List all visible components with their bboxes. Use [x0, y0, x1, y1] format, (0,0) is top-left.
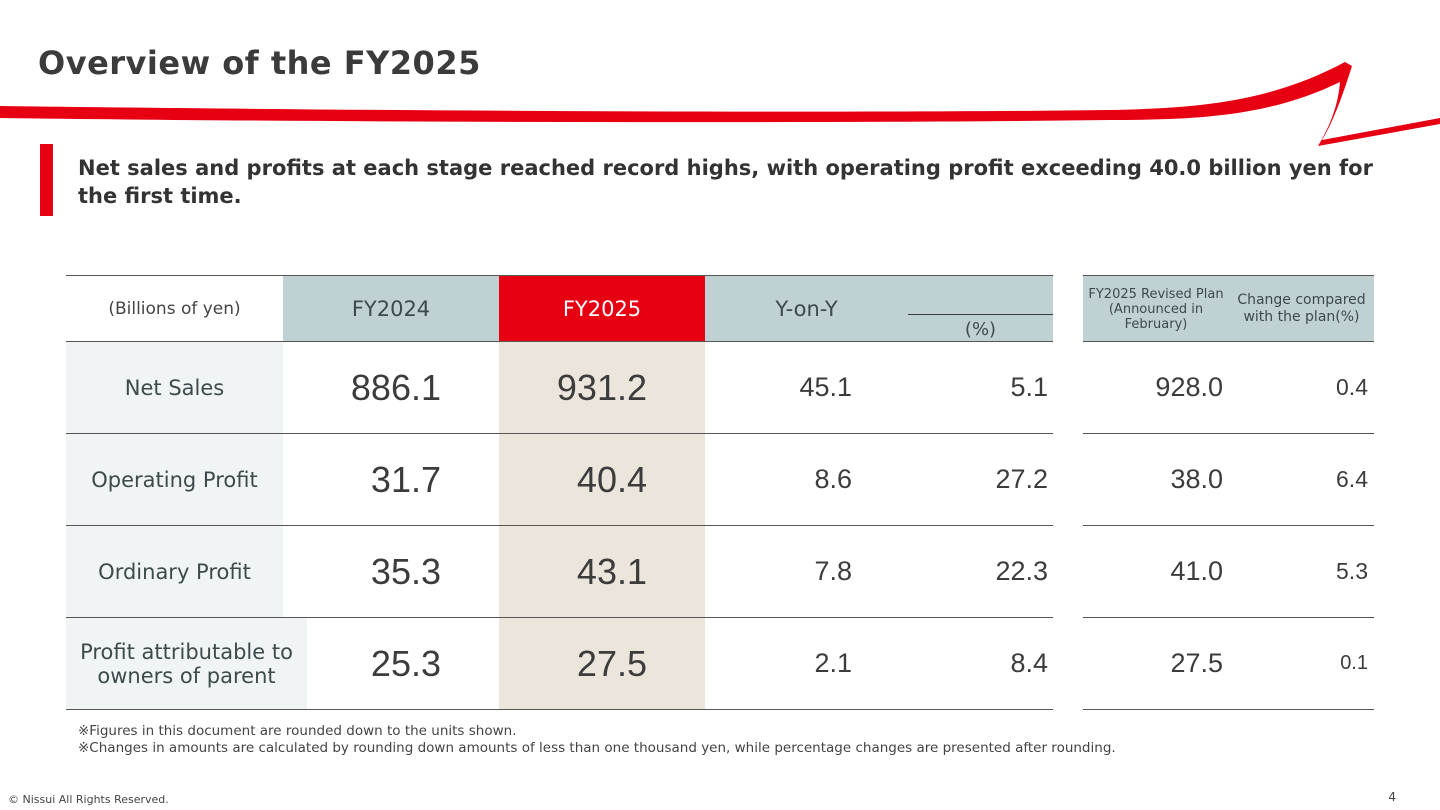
- plan-header-bottom-border: [1083, 341, 1374, 342]
- header-change-vs-plan: Change compared with the plan(%): [1229, 276, 1374, 342]
- cell-net-sales-yoy-pct: 5.1: [1010, 372, 1048, 402]
- plan-table-top-border: [1083, 275, 1374, 276]
- row-label-net-sales: Net Sales: [66, 342, 283, 433]
- cell-operating-profit-fy2024: 31.7: [370, 458, 441, 500]
- cell-profit-attributable-change: 0.1: [1340, 652, 1368, 674]
- row-divider: [66, 433, 1053, 434]
- headline-accent-bar: [40, 144, 53, 216]
- header-bottom-border: [66, 341, 1053, 342]
- cell-profit-attributable-fy2024: 25.3: [370, 642, 441, 684]
- row-label-profit-attributable: Profit attributable to owners of parent: [66, 618, 307, 709]
- cell-operating-profit-yoy: 8.6: [814, 464, 852, 494]
- cell-ordinary-profit-change: 5.3: [1336, 558, 1368, 584]
- footnote-changes: ※Changes in amounts are calculated by ro…: [78, 740, 1116, 756]
- table-top-border: [66, 275, 1053, 276]
- cell-ordinary-profit-yoy: 7.8: [814, 556, 852, 586]
- cell-ordinary-profit-fy2024: 35.3: [370, 550, 441, 592]
- cell-ordinary-profit-yoy-pct: 22.3: [995, 556, 1048, 586]
- page-number: 4: [1388, 790, 1396, 804]
- row-divider: [1083, 433, 1374, 434]
- header-unit: (Billions of yen): [108, 299, 241, 319]
- cell-net-sales-plan: 928.0: [1155, 372, 1223, 402]
- cell-operating-profit-fy2025: 40.4: [576, 458, 647, 500]
- cell-operating-profit-yoy-pct: 27.2: [995, 464, 1048, 494]
- header-yoy: Y-on-Y: [775, 297, 838, 321]
- cell-net-sales-fy2024: 886.1: [350, 366, 441, 408]
- row-label-ordinary-profit: Ordinary Profit: [66, 526, 283, 617]
- row-divider: [1083, 525, 1374, 526]
- row-divider: [66, 617, 1053, 618]
- header-yoy-pct: (%): [964, 318, 997, 340]
- cell-operating-profit-plan: 38.0: [1170, 464, 1223, 494]
- fy2025-column-highlight: [499, 342, 705, 434]
- row-divider: [66, 525, 1053, 526]
- fy2025-column-highlight: [499, 434, 705, 526]
- cell-profit-attributable-fy2025: 27.5: [576, 642, 647, 684]
- red-swoosh-decoration: [0, 62, 1440, 146]
- cell-net-sales-yoy: 45.1: [799, 372, 852, 402]
- fy2025-column-highlight: [499, 618, 705, 710]
- cell-ordinary-profit-plan: 41.0: [1170, 556, 1223, 586]
- cell-profit-attributable-yoy: 2.1: [814, 648, 852, 678]
- cell-net-sales-fy2025: 931.2: [556, 366, 647, 408]
- cell-profit-attributable-yoy-pct: 8.4: [1010, 648, 1048, 678]
- footnote-rounding: ※Figures in this document are rounded do…: [78, 723, 517, 739]
- header-pct-divider: [908, 314, 1053, 315]
- row-divider: [1083, 617, 1374, 618]
- fy2025-column-highlight: [499, 526, 705, 618]
- header-fy2024: FY2024: [283, 276, 499, 342]
- plan-table-bottom-border: [1083, 709, 1374, 710]
- cell-net-sales-change: 0.4: [1336, 374, 1368, 400]
- copyright: © Nissui All Rights Reserved.: [8, 793, 169, 806]
- headline-text: Net sales and profits at each stage reac…: [78, 156, 1373, 208]
- table-bottom-border: [66, 709, 1053, 710]
- header-yoy-background: [705, 276, 1053, 342]
- header-revised-plan: FY2025 Revised Plan (Announced in Februa…: [1083, 276, 1229, 342]
- slide-title: Overview of the FY2025: [38, 44, 481, 82]
- cell-profit-attributable-plan: 27.5: [1170, 648, 1223, 678]
- cell-ordinary-profit-fy2025: 43.1: [576, 550, 647, 592]
- row-label-operating-profit: Operating Profit: [66, 434, 283, 525]
- header-fy2025: FY2025: [499, 276, 705, 342]
- cell-operating-profit-change: 6.4: [1336, 466, 1368, 492]
